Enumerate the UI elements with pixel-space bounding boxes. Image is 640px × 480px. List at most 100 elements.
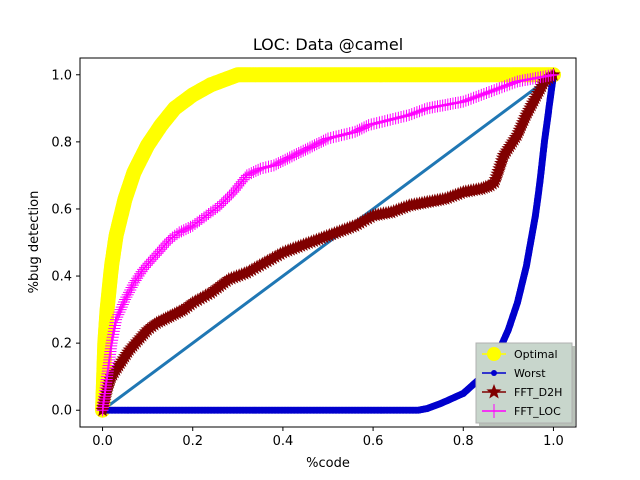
plot-area <box>95 67 561 418</box>
point-fft-loc-124 <box>285 150 298 163</box>
point-fft-loc-31 <box>109 316 122 329</box>
point-fft-loc-73 <box>175 225 188 238</box>
legend-marker-optimal <box>487 347 501 361</box>
point-fft-loc-172 <box>405 108 418 121</box>
point-fft-loc-74 <box>177 224 190 237</box>
point-fft-loc-105 <box>240 169 253 182</box>
point-fft-loc-72 <box>173 226 186 239</box>
point-fft-loc-164 <box>384 113 397 126</box>
plot-frame <box>79 57 577 428</box>
point-fft-loc-194 <box>462 93 475 106</box>
point-fft-loc-87 <box>207 204 220 217</box>
point-fft-loc-137 <box>315 135 328 148</box>
point-fft-loc-144 <box>332 129 345 142</box>
point-fft-loc-167 <box>392 111 405 124</box>
point-fft-loc-34 <box>112 308 125 321</box>
x-tick-label-5: 1.0 <box>543 434 564 449</box>
point-fft-loc-81 <box>193 214 206 227</box>
point-fft-loc-199 <box>475 88 488 101</box>
point-fft-loc-69 <box>166 231 179 244</box>
x-tick-label-2: 0.4 <box>273 434 294 449</box>
point-fft-loc-29 <box>108 322 121 335</box>
point-fft-loc-200 <box>477 87 490 100</box>
point-fft-loc-211 <box>506 77 519 90</box>
point-fft-loc-151 <box>351 124 364 137</box>
legend: Optimal Worst FFT_D2H FFT_LOC <box>475 342 575 426</box>
point-fft-loc-147 <box>340 127 353 140</box>
legend-label-worst: Worst <box>514 367 546 380</box>
y-tick-label-0: 0.0 <box>51 404 72 419</box>
point-fft-loc-174 <box>410 106 423 119</box>
point-fft-loc-115 <box>265 160 278 173</box>
point-fft-loc-26 <box>106 331 119 344</box>
point-fft-loc-139 <box>319 133 332 146</box>
point-fft-loc-68 <box>164 233 177 246</box>
point-fft-loc-129 <box>297 144 310 157</box>
point-fft-loc-126 <box>290 148 303 161</box>
point-fft-loc-109 <box>249 164 262 177</box>
point-fft-loc-108 <box>247 166 260 179</box>
point-fft-loc-135 <box>310 138 323 151</box>
point-fft-loc-80 <box>191 216 204 229</box>
chart-title: LOC: Data @camel <box>253 35 403 54</box>
point-fft-loc-119 <box>274 155 287 168</box>
point-fft-loc-44 <box>124 283 137 296</box>
point-fft-loc-158 <box>367 117 380 130</box>
point-fft-loc-45 <box>125 281 138 294</box>
point-fft-loc-143 <box>330 130 343 143</box>
point-fft-loc-198 <box>472 89 485 102</box>
point-fft-loc-132 <box>303 141 316 154</box>
point-fft-loc-195 <box>465 92 478 105</box>
point-fft-loc-134 <box>308 139 321 152</box>
point-fft-loc-152 <box>353 123 366 136</box>
point-fft-loc-155 <box>360 120 373 133</box>
point-fft-loc-25 <box>106 334 119 347</box>
point-fft-loc-160 <box>373 116 386 129</box>
point-fft-loc-130 <box>299 143 312 156</box>
point-fft-loc-36 <box>114 303 127 316</box>
point-fft-loc-41 <box>120 291 133 304</box>
point-fft-loc-210 <box>503 78 516 91</box>
point-fft-loc-207 <box>495 81 508 94</box>
point-fft-loc-37 <box>115 301 128 314</box>
point-fft-loc-88 <box>209 202 222 215</box>
point-fft-loc-156 <box>362 119 375 132</box>
point-fft-loc-136 <box>312 136 325 149</box>
y-tick-label-5: 1.0 <box>51 68 72 83</box>
point-fft-loc-149 <box>346 126 359 139</box>
point-fft-loc-201 <box>480 86 493 99</box>
point-fft-loc-176 <box>416 104 429 117</box>
point-fft-loc-209 <box>501 79 514 92</box>
point-fft-loc-113 <box>259 161 272 174</box>
point-fft-loc-123 <box>283 151 296 164</box>
point-fft-loc-43 <box>122 286 135 299</box>
point-fft-loc-163 <box>381 114 394 127</box>
point-fft-loc-197 <box>470 90 483 103</box>
point-fft-loc-204 <box>488 84 501 97</box>
point-fft-loc-154 <box>358 121 371 134</box>
y-tick-label-3: 0.6 <box>51 202 72 217</box>
point-fft-loc-142 <box>327 131 340 144</box>
point-fft-loc-117 <box>270 158 283 171</box>
point-fft-loc-193 <box>459 94 472 107</box>
point-fft-loc-206 <box>493 82 506 95</box>
legend-marker-fft-d2h <box>486 384 502 399</box>
point-fft-loc-133 <box>306 140 319 153</box>
point-fft-loc-192 <box>457 95 470 108</box>
point-fft-loc-196 <box>467 91 480 104</box>
point-fft-loc-159 <box>370 117 383 130</box>
point-fft-loc-145 <box>335 129 348 142</box>
point-fft-loc-161 <box>376 115 389 128</box>
point-fft-loc-76 <box>182 221 195 234</box>
point-fft-loc-106 <box>243 168 256 181</box>
point-fft-loc-28 <box>107 325 120 338</box>
point-fft-loc-128 <box>294 145 307 158</box>
point-fft-loc-27 <box>107 328 120 341</box>
point-fft-loc-165 <box>386 113 399 126</box>
point-fft-loc-127 <box>292 147 305 160</box>
point-fft-loc-112 <box>257 162 270 175</box>
point-fft-loc-116 <box>267 159 280 172</box>
point-fft-loc-120 <box>276 154 289 167</box>
point-fft-loc-146 <box>338 128 351 141</box>
